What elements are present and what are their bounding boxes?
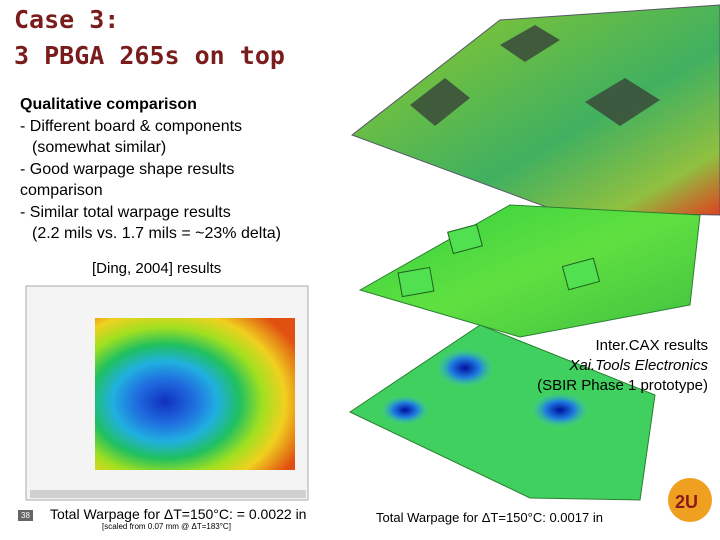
note-line: comparison — [20, 182, 103, 199]
slide-number: 38 — [18, 510, 33, 521]
result-text: Total Warpage for ΔT=150°C: 0.0017 in — [376, 510, 638, 532]
note-line: (2.2 mils vs. 1.7 mils = ~23% delta) — [32, 225, 281, 242]
result-text: Total Warpage for ΔT=150°C: = 0.0022 in — [50, 506, 307, 522]
note-line: (somewhat similar) — [32, 139, 167, 156]
title-line: Case 3: — [14, 5, 120, 34]
notes: Qualitative comparison - Different board… — [20, 94, 281, 245]
note-line: - Similar total warpage results — [20, 203, 231, 221]
scaling-note: [scaled from 0.07 mm @ ΔT=183°C] — [102, 522, 231, 531]
caption-line: Inter.CAX results — [595, 337, 708, 354]
caption-line: (SBIR Phase 1 prototype) — [537, 377, 708, 394]
caption: Inter.CAX results Xai.Tools Electronics … — [537, 336, 708, 396]
result-box: Total Warpage for ΔT=150°C: = 0.0022 in … — [42, 506, 318, 540]
title-line: 3 PBGA 265s on top — [14, 41, 285, 70]
note-line: - Good warpage shape results — [20, 160, 235, 178]
notes-heading: Qualitative comparison — [20, 96, 197, 113]
logo: 2U — [675, 492, 698, 512]
caption: [Ding, 2004] results — [92, 260, 222, 277]
note-line: - Different board & components — [20, 117, 243, 135]
caption-line: Xai.Tools Electronics — [569, 357, 708, 374]
